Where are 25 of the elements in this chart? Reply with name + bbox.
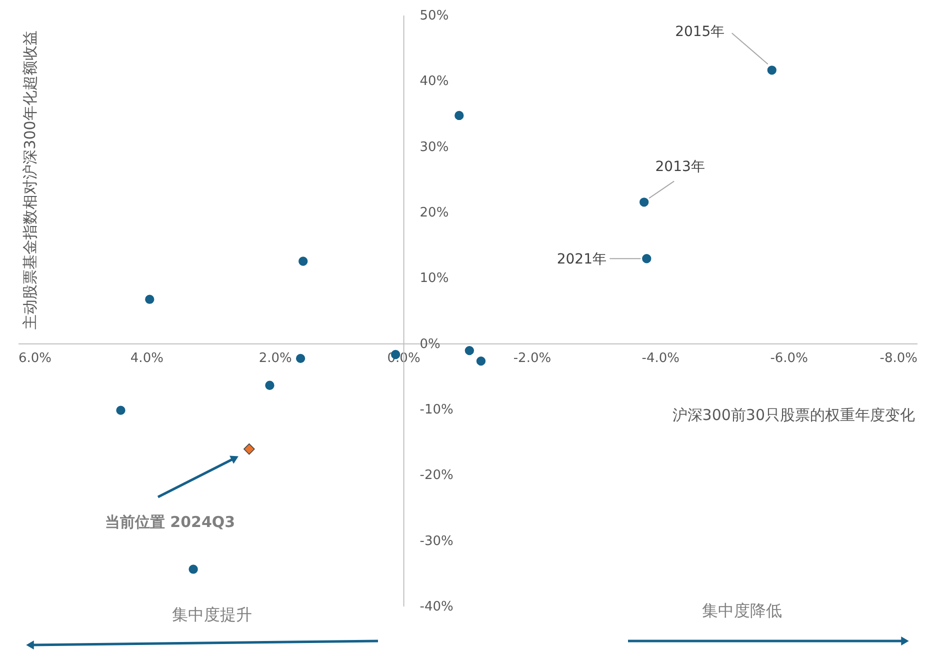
x-tick-label: 6.0% bbox=[18, 350, 52, 366]
y-tick-label: 0% bbox=[420, 336, 440, 352]
annotation: 集中度降低 bbox=[702, 601, 782, 620]
annotation: 当前位置 2024Q3 bbox=[104, 513, 236, 531]
y-tick-label: 50% bbox=[420, 8, 449, 24]
y-tick-label: 10% bbox=[420, 271, 449, 286]
x-tick-label: -2.0% bbox=[513, 350, 552, 366]
y-axis-title: 主动股票基金指数相对沪深300年化超额收益 bbox=[21, 30, 39, 330]
x-tick-label: -8.0% bbox=[880, 350, 918, 366]
y-tick-label: 40% bbox=[420, 74, 449, 90]
y-tick-label: -40% bbox=[420, 600, 454, 614]
x-axis-title: 沪深300前30只股票的权重年度变化 bbox=[672, 406, 915, 424]
y-tick-label: -30% bbox=[420, 534, 454, 549]
annotation: 2015年 bbox=[675, 24, 725, 40]
x-tick-label: 2.0% bbox=[258, 350, 292, 366]
annotation: 2013年 bbox=[655, 159, 705, 176]
y-tick-label: -10% bbox=[420, 402, 454, 418]
x-tick-label: -4.0% bbox=[642, 350, 680, 366]
annotation: 2021年 bbox=[556, 252, 606, 268]
y-tick-label: 20% bbox=[420, 206, 449, 220]
x-tick-label: 4.0% bbox=[130, 350, 164, 366]
annotation: 集中度提升 bbox=[172, 605, 252, 624]
x-tick-label: -6.0% bbox=[770, 350, 808, 366]
y-tick-label: -20% bbox=[420, 468, 454, 484]
y-tick-label: 30% bbox=[420, 140, 449, 155]
